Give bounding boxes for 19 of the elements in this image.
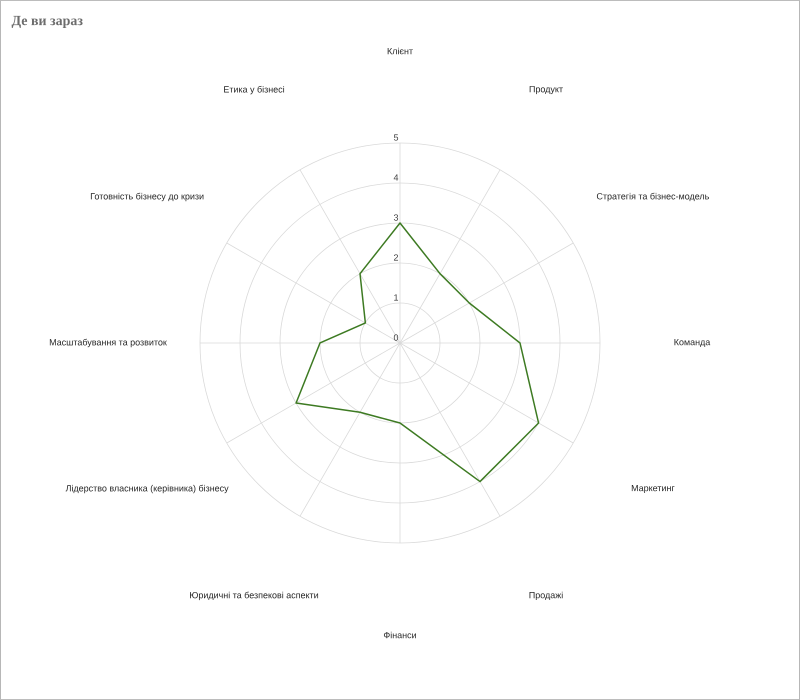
spoke-label: Продукт — [530, 86, 563, 94]
chart-title: Де ви зараз — [12, 16, 83, 28]
spoke-label: Фінанси — [384, 632, 416, 638]
y-tick-label: 5 — [394, 134, 398, 141]
y-tick-label: 4 — [394, 174, 398, 181]
y-tick-label: 2 — [394, 254, 398, 261]
spoke-label: Масштабування та розвиток — [50, 338, 167, 348]
spoke-label: Маркетинг — [632, 484, 674, 494]
spoke-label: Етика у бізнесі — [224, 86, 284, 94]
spoke-label: Юридичні та безпекові аспекти — [190, 592, 318, 600]
spoke-label: Клієнт — [388, 48, 413, 54]
spoke-label: Лідерство власника (керівника) бізнесу — [66, 484, 229, 494]
y-tick-label: 1 — [394, 294, 398, 301]
y-tick-label: 0 — [394, 334, 398, 341]
spoke-label: Стратегія та бізнес-модель — [596, 192, 709, 202]
spoke-label: Команда — [674, 339, 710, 347]
y-tick-label: 3 — [394, 214, 398, 221]
spoke-label: Продажі — [530, 592, 563, 600]
spoke-label: Готовність бізнесу до кризи — [90, 192, 204, 202]
